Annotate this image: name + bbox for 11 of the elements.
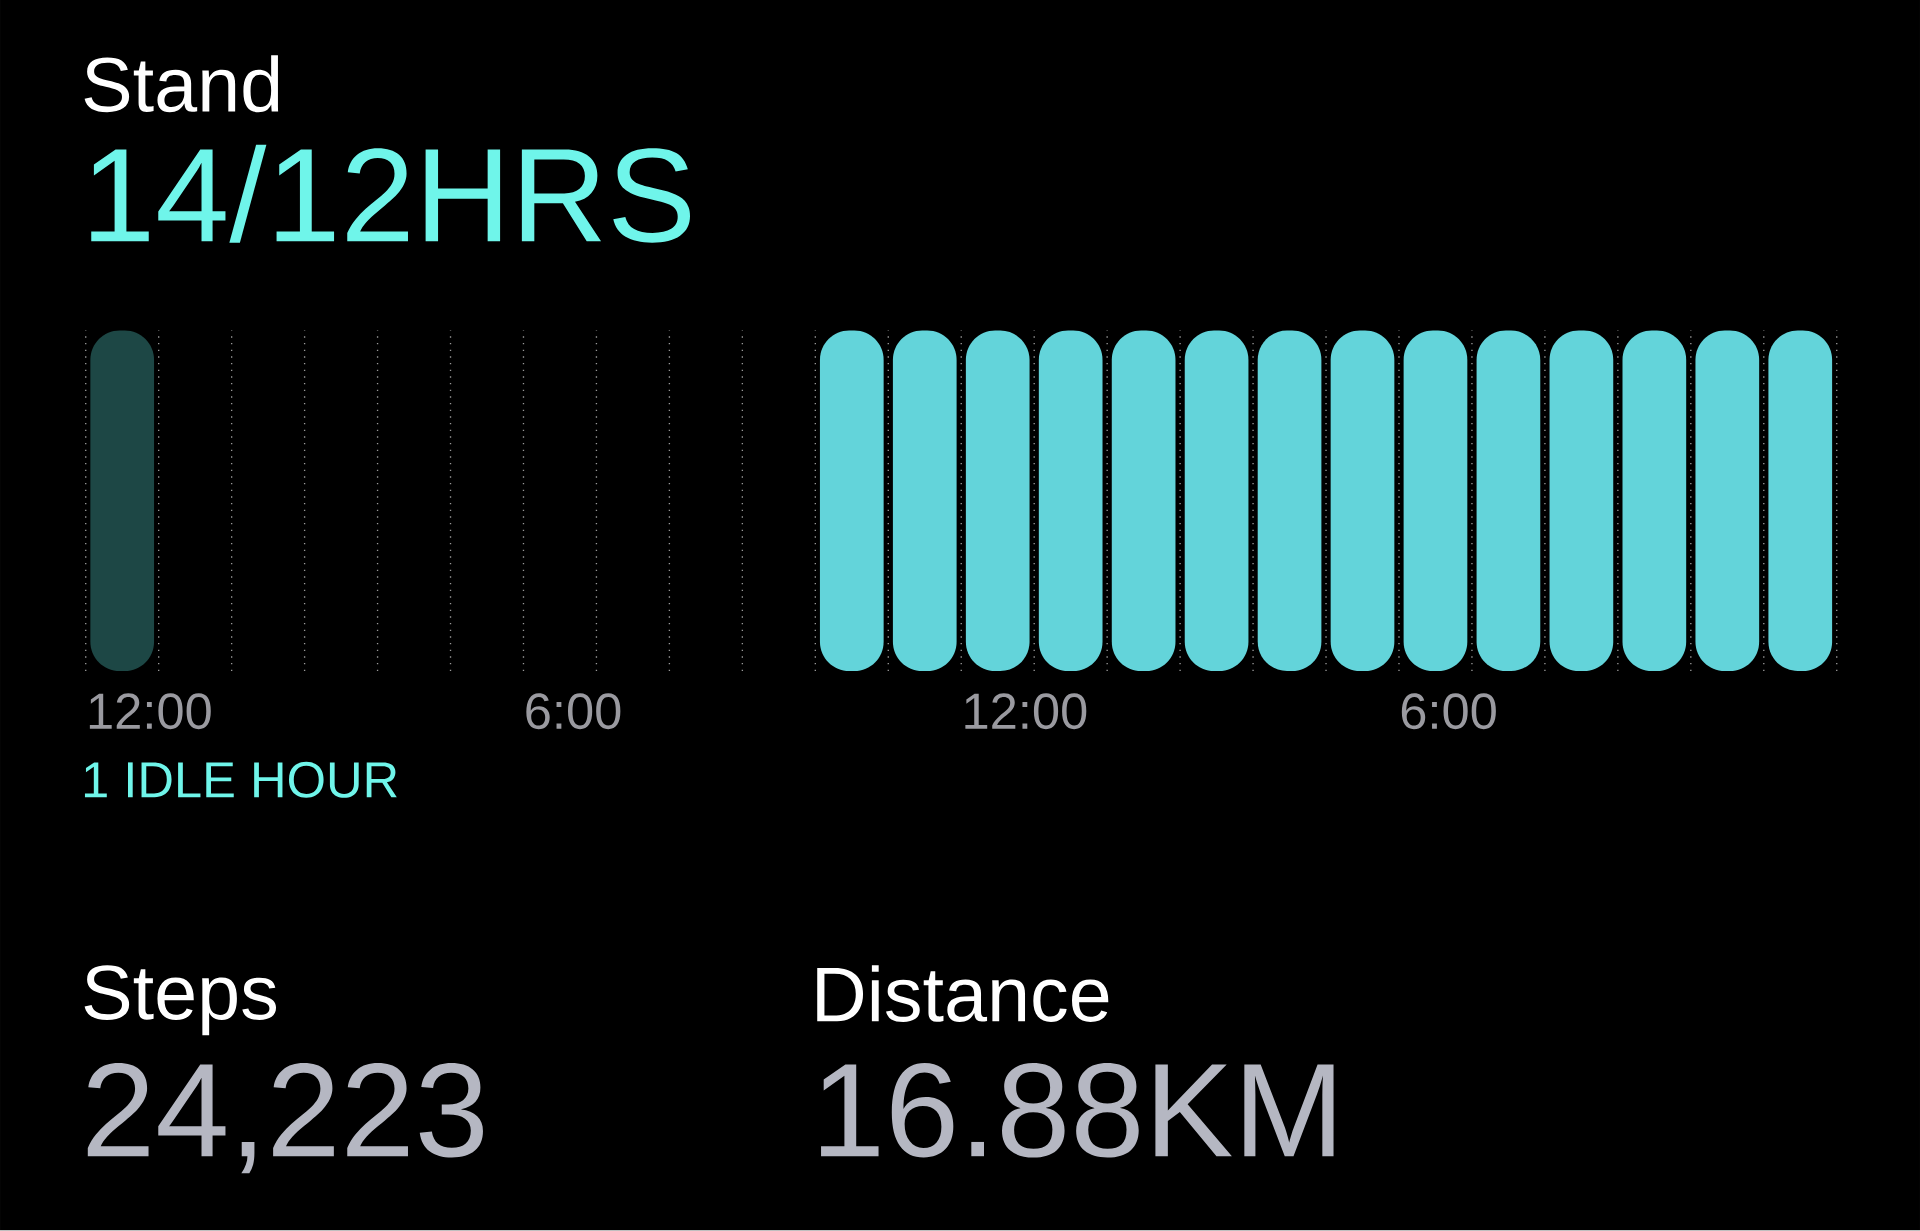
text: Steps	[84, 965, 277, 1036]
x-tick-label: 6:00	[526, 693, 621, 730]
x-tick-label: 12:00	[965, 693, 1087, 730]
text: Distance	[817, 965, 1109, 1023]
text: 24,223	[87, 1063, 483, 1174]
chart-subtitle: 14/12HRS	[91, 144, 690, 243]
chart-title: Stand	[84, 55, 279, 113]
x-tick-label: 6:00	[1401, 693, 1496, 730]
x-tick-label: 12:00	[89, 693, 211, 730]
text: 1 IDLE HOUR	[84, 762, 397, 798]
text: 16.88KM	[821, 1063, 1334, 1158]
